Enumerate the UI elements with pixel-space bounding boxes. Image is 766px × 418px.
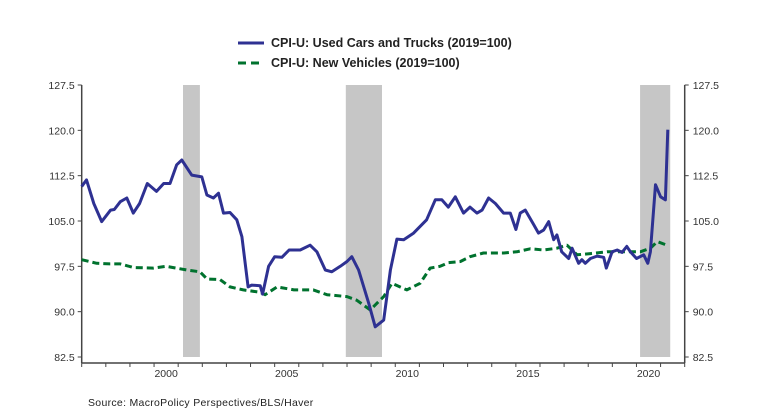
y-tick-label-right: 112.5: [693, 171, 719, 183]
y-tick-label-left: 90.0: [54, 307, 75, 319]
x-tick-label: 2020: [637, 368, 661, 380]
y-tick-label-left: 105.0: [48, 216, 74, 228]
y-tick-label-right: 97.5: [693, 261, 714, 273]
y-tick-label-left: 112.5: [49, 171, 75, 183]
y-tick-label-right: 127.5: [693, 80, 719, 92]
source-note: Source: MacroPolicy Perspectives/BLS/Hav…: [88, 397, 314, 409]
y-tick-label-left: 97.5: [54, 261, 75, 273]
series-lines: [80, 129, 670, 329]
y-tick-label-left: 120.0: [48, 125, 74, 137]
x-tick-label: 2000: [154, 368, 178, 380]
recession-bar: [183, 85, 200, 357]
recession-bar: [640, 85, 671, 357]
recession-shading: [183, 85, 671, 357]
legend-label-used-cars: CPI-U: Used Cars and Trucks (2019=100): [271, 36, 512, 50]
series-line-used-cars: [80, 129, 670, 329]
y-tick-label-right: 90.0: [693, 307, 714, 319]
axes: 127.5 127.5 120.0 120.0 112.5 112.5 105.0 105.0…: [48, 80, 719, 380]
x-tick-label: 2015: [516, 368, 540, 380]
y-tick-label-right: 105.0: [693, 216, 719, 228]
legend: CPI-U: Used Cars and Trucks (2019=100) C…: [238, 36, 512, 70]
legend-label-new-vehicles: CPI-U: New Vehicles (2019=100): [271, 56, 460, 70]
x-tick-label: 2010: [396, 368, 420, 380]
recession-bar: [345, 85, 382, 357]
x-tick-label: 2005: [275, 368, 299, 380]
y-tick-label-right: 120.0: [693, 125, 719, 137]
y-tick-label-left: 127.5: [48, 80, 74, 92]
y-tick-label-right: 82.5: [693, 352, 714, 364]
y-tick-label-left: 82.5: [54, 352, 75, 364]
